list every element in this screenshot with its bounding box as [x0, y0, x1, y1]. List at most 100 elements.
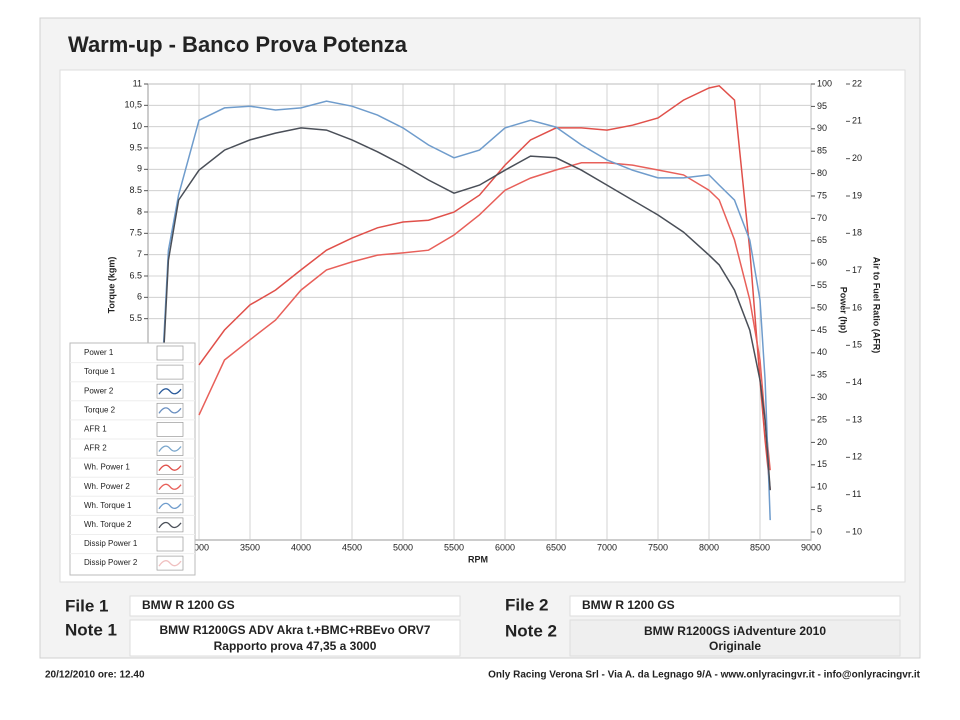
legend-label: Power 1 — [84, 348, 114, 357]
legend-label: AFR 2 — [84, 444, 107, 453]
note1-box — [129, 619, 461, 657]
y2-tick-label: 85 — [817, 146, 827, 156]
chart-title: Warm-up - Banco Prova Potenza — [68, 32, 408, 57]
legend-swatch — [156, 422, 184, 437]
y2-tick-label: 10 — [817, 482, 827, 492]
y3-tick-label: 14 — [852, 377, 862, 387]
y2-tick-label: 70 — [817, 213, 827, 223]
y3-tick-label: 12 — [852, 452, 862, 462]
y3-tick-label: 20 — [852, 153, 862, 163]
series-line — [162, 127, 771, 491]
x-tick-label: 5000 — [393, 542, 413, 552]
file-label: File 1 — [65, 596, 108, 615]
x-tick-label: 6500 — [546, 542, 566, 552]
y2-tick-label: 25 — [817, 414, 827, 424]
legend-swatch — [156, 345, 184, 361]
legend-swatch — [156, 364, 184, 380]
legend-label: Wh. Torque 1 — [84, 501, 132, 510]
note-label: Note 2 — [505, 621, 557, 640]
y2-tick-label: 95 — [817, 101, 827, 111]
x-tick-label: 7000 — [597, 542, 617, 552]
y3-tick-label: 15 — [852, 340, 862, 350]
note-line: BMW R1200GS iAdventure 2010 — [644, 624, 826, 638]
y-tick-label: 6.5 — [129, 270, 142, 280]
x-tick-label: 4000 — [291, 542, 311, 552]
x-tick-label: 3000 — [189, 542, 209, 552]
y2-axis-label: Power (hp) — [839, 287, 849, 334]
plot: 3000 3500 4000 4500 5000 5500 6000 6500 7000 7500… — [124, 78, 862, 552]
legend-items: Power 1 Torque 1 Power 2 Torque 2 AFR 1 AFR 2… — [70, 345, 195, 571]
legend-icon — [158, 521, 182, 529]
x-tick-label: 3500 — [240, 542, 260, 552]
y2-tick-label: 65 — [817, 235, 827, 245]
footer-date: 20/12/2010 ore: 12.40 — [45, 670, 145, 681]
y2-tick-label: 50 — [817, 302, 827, 312]
y-tick-label: 9.5 — [129, 142, 142, 152]
legend-label: Torque 1 — [84, 367, 116, 376]
x-axis-label: RPM — [468, 554, 488, 564]
series-line — [162, 100, 771, 521]
legend-swatch — [156, 536, 184, 552]
legend-icon — [158, 388, 182, 395]
legend-label: Dissip Power 1 — [84, 539, 138, 548]
x-tick-label: 5500 — [444, 542, 464, 552]
legend-icon — [158, 445, 182, 452]
y-tick-label: 7 — [137, 249, 142, 259]
x-tick-label: 4500 — [342, 542, 362, 552]
y-tick-label: 8 — [137, 206, 142, 216]
y-tick-label: 6 — [137, 292, 142, 302]
file-name: BMW R 1200 GS — [582, 598, 675, 612]
legend-label: Wh. Power 1 — [84, 463, 130, 472]
y3-tick-label: 10 — [852, 526, 862, 536]
legend-icon — [158, 560, 182, 567]
legend-icon — [158, 464, 182, 471]
y2-tick-label: 35 — [817, 370, 827, 380]
x-tick-label: 6000 — [495, 542, 515, 552]
legend-label: Dissip Power 2 — [84, 558, 138, 567]
y2-tick-label: 75 — [817, 190, 827, 200]
y3-tick-label: 17 — [852, 265, 862, 275]
y2-tick-label: 60 — [817, 258, 827, 268]
x-tick-label: 8500 — [750, 542, 770, 552]
y2-tick-label: 20 — [817, 437, 827, 447]
y2-tick-label: 30 — [817, 392, 827, 402]
y2-tick-label: 100 — [817, 78, 832, 88]
legend-label: Torque 2 — [84, 405, 116, 414]
note-line: BMW R1200GS ADV Akra t.+BMC+RBEvo ORV7 — [160, 623, 431, 637]
y2-tick-label: 0 — [817, 526, 822, 536]
file1-box — [129, 595, 461, 617]
y-tick-label: 5.5 — [129, 313, 142, 323]
legend-icon — [158, 407, 182, 414]
file2-box — [569, 595, 901, 617]
y2-tick-label: 55 — [817, 280, 827, 290]
y-tick-label: 8.5 — [129, 185, 142, 195]
y3-axis-label: Air to Fuel Ratio (AFR) — [872, 257, 882, 354]
note-line: Originale — [709, 639, 761, 653]
note-label: Note 1 — [65, 620, 117, 639]
y3-tick-label: 16 — [852, 302, 862, 312]
legend-icon — [158, 502, 182, 510]
x-tick-label: 7500 — [648, 542, 668, 552]
note2-box — [569, 619, 901, 657]
y-tick-label: 9 — [137, 164, 142, 174]
y2-tick-label: 40 — [817, 347, 827, 357]
note-line: Rapporto prova 47,35 a 3000 — [214, 639, 377, 653]
file-label: File 2 — [505, 595, 548, 614]
y2-tick-label: 5 — [817, 504, 822, 514]
y3-tick-label: 13 — [852, 414, 862, 424]
y-axis-label: Torque (kgm) — [106, 257, 116, 314]
legend-label: AFR 1 — [84, 425, 107, 434]
y3-tick-label: 19 — [852, 190, 862, 200]
plot-area — [147, 83, 812, 541]
y3-tick-label: 21 — [852, 116, 862, 126]
y3-tick-label: 11 — [852, 489, 861, 499]
series-line — [198, 162, 771, 471]
y-tick-label: 11 — [133, 78, 142, 88]
legend-label: Wh. Torque 2 — [84, 520, 132, 529]
file-name: BMW R 1200 GS — [142, 598, 235, 612]
series-line — [198, 84, 771, 490]
y2-tick-label: 45 — [817, 325, 827, 335]
legend-label: Power 2 — [84, 386, 114, 395]
y2-tick-label: 90 — [817, 123, 827, 133]
